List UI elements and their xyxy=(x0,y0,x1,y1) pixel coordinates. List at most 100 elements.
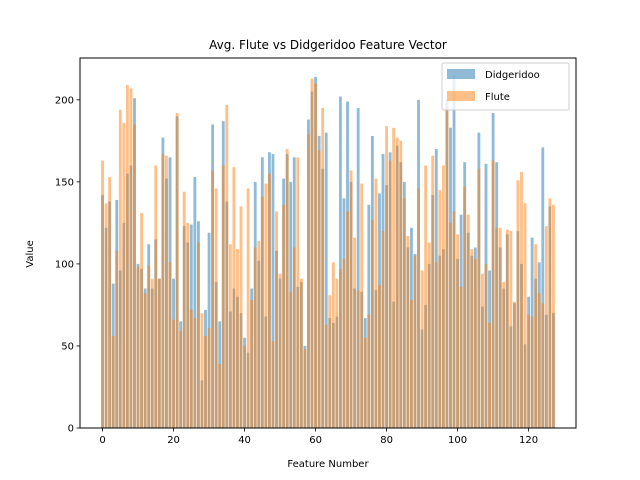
bar-flute-19 xyxy=(168,262,172,428)
bar-flute-53 xyxy=(289,291,293,428)
bar-didgeridoo-72 xyxy=(356,108,360,428)
bar-flute-126 xyxy=(548,198,552,428)
bar-flute-114 xyxy=(505,229,509,428)
bar-flute-66 xyxy=(335,278,339,428)
bar-flute-29 xyxy=(204,336,207,428)
bar-flute-54 xyxy=(292,247,296,428)
y-tick-label-50: 50 xyxy=(61,341,74,352)
bar-didgeridoo-26 xyxy=(193,176,197,428)
bar-flute-71 xyxy=(353,237,357,428)
bar-flute-31 xyxy=(211,170,215,428)
bar-flute-97 xyxy=(445,108,449,428)
bar-flute-65 xyxy=(331,262,335,428)
bar-flute-72 xyxy=(356,290,360,428)
bar-flute-83 xyxy=(395,137,399,428)
y-axis: 0 50 100 150 200 xyxy=(55,95,80,435)
bar-flute-116 xyxy=(512,301,516,428)
bar-flute-123 xyxy=(537,293,541,428)
bar-flute-112 xyxy=(498,227,502,428)
bar-flute-24 xyxy=(186,222,190,428)
bar-flute-103 xyxy=(466,214,470,428)
bar-flute-15 xyxy=(154,165,158,428)
bar-flute-78 xyxy=(378,285,381,428)
bar-flute-87 xyxy=(410,300,413,428)
x-tick-label-40: 40 xyxy=(238,435,251,446)
bar-flute-105 xyxy=(473,259,477,428)
bar-flute-88 xyxy=(413,255,417,428)
bar-flute-0 xyxy=(101,160,104,429)
bar-flute-59 xyxy=(310,78,314,428)
bar-flute-75 xyxy=(367,314,371,428)
legend-swatch-didgeridoo xyxy=(447,69,475,79)
bar-flute-2 xyxy=(108,176,112,428)
bar-flute-99 xyxy=(452,211,456,428)
bar-flute-61 xyxy=(317,150,321,428)
bar-flute-111 xyxy=(495,227,499,428)
y-tick-label-200: 200 xyxy=(55,95,74,106)
bar-flute-90 xyxy=(420,270,424,428)
bar-flute-81 xyxy=(388,160,392,429)
legend-swatch-flute xyxy=(447,91,475,101)
bar-flute-51 xyxy=(282,204,286,428)
bar-flute-106 xyxy=(477,168,481,428)
chart-title: Avg. Flute vs Didgeridoo Feature Vector xyxy=(209,38,447,52)
bar-flute-52 xyxy=(285,149,289,428)
bar-flute-58 xyxy=(307,134,310,429)
bar-flute-55 xyxy=(296,157,300,428)
bar-flute-120 xyxy=(527,314,531,428)
bar-flute-6 xyxy=(122,122,126,428)
bar-flute-73 xyxy=(360,183,364,428)
bar-flute-92 xyxy=(427,242,431,428)
bar-flute-63 xyxy=(324,324,328,428)
bar-flute-17 xyxy=(161,153,165,429)
bar-flute-57 xyxy=(303,349,307,428)
bar-flute-9 xyxy=(133,124,136,428)
bar-flute-101 xyxy=(459,286,463,428)
bar-flute-89 xyxy=(417,188,420,428)
x-axis: 0 20 40 60 80 100 120 xyxy=(99,428,538,446)
bar-flute-26 xyxy=(193,318,197,428)
bar-flute-95 xyxy=(438,190,442,428)
bar-flute-91 xyxy=(424,165,428,428)
x-tick-label-80: 80 xyxy=(380,435,393,446)
bar-flute-127 xyxy=(552,204,555,428)
bar-didgeridoo-124 xyxy=(541,147,545,429)
bar-flute-27 xyxy=(196,242,200,428)
bar-flute-48 xyxy=(271,341,275,428)
bar-flute-60 xyxy=(314,83,317,429)
bar-flute-121 xyxy=(530,316,534,428)
bar-flute-37 xyxy=(232,167,236,429)
y-tick-label-0: 0 xyxy=(68,424,74,435)
legend-label-flute: Flute xyxy=(485,92,510,103)
bar-flute-122 xyxy=(534,244,538,428)
bar-flute-98 xyxy=(449,222,452,428)
bar-flute-11 xyxy=(140,213,144,428)
bar-flute-47 xyxy=(268,173,271,428)
bar-flute-43 xyxy=(253,247,257,428)
bar-flute-28 xyxy=(200,313,204,428)
bar-flute-107 xyxy=(481,273,484,428)
y-tick-label-100: 100 xyxy=(55,259,74,270)
bar-flute-108 xyxy=(484,263,488,428)
legend-label-didgeridoo: Didgeridoo xyxy=(485,70,540,81)
bar-flute-70 xyxy=(349,170,353,428)
bar-flute-82 xyxy=(392,127,396,428)
bar-flute-44 xyxy=(257,240,261,428)
bar-flute-34 xyxy=(221,165,225,428)
bar-flute-74 xyxy=(363,337,367,428)
bar-flute-23 xyxy=(182,191,186,428)
bar-flute-100 xyxy=(456,234,460,428)
bar-flute-68 xyxy=(342,259,346,428)
bar-flute-124 xyxy=(541,303,545,428)
bar-flute-5 xyxy=(118,109,122,428)
bar-flute-32 xyxy=(214,188,218,428)
flute-bars xyxy=(101,78,555,429)
bar-didgeridoo-67 xyxy=(339,96,342,428)
bar-flute-62 xyxy=(321,108,325,428)
bar-flute-10 xyxy=(136,267,140,428)
bar-flute-113 xyxy=(502,281,506,428)
bar-flute-84 xyxy=(399,140,403,429)
bar-flute-39 xyxy=(239,206,243,428)
bar-flute-7 xyxy=(125,85,129,428)
